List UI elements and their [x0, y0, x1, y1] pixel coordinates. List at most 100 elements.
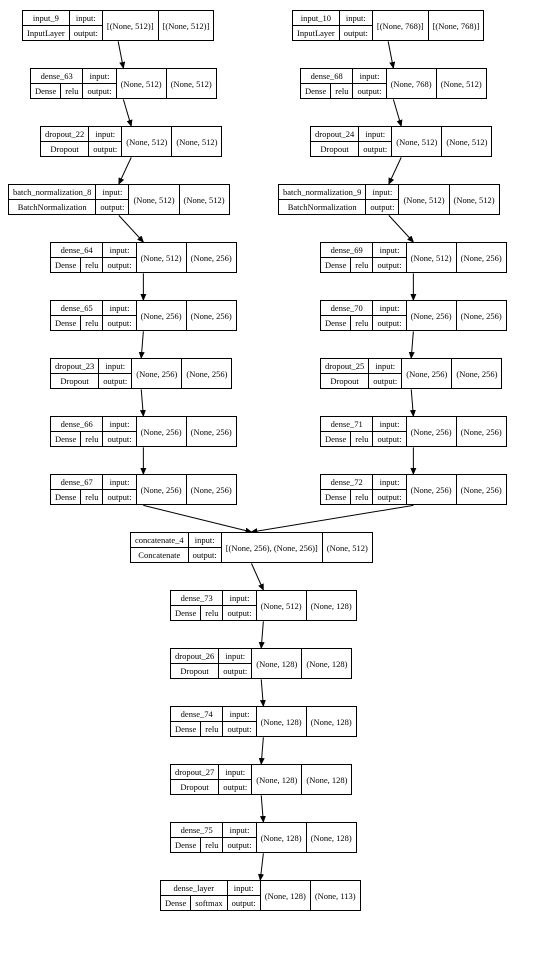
edge	[119, 157, 131, 184]
io-input-label: input:	[83, 69, 115, 84]
input-shape: (None, 256)	[407, 475, 457, 504]
layer-name: dense_65	[51, 301, 102, 316]
layer-name: dense_67	[51, 475, 102, 490]
layer-type: Dense	[51, 432, 81, 446]
io-output-label: output:	[189, 548, 221, 562]
io-output-label: output:	[353, 84, 385, 98]
layer-type: Dense	[161, 896, 191, 910]
io-input-label: input:	[228, 881, 260, 896]
layer-node-dropout_27: dropout_27Dropoutinput:output:(None, 128…	[170, 764, 352, 795]
layer-name: dense_72	[321, 475, 372, 490]
io-output-label: output:	[219, 780, 251, 794]
edge	[123, 99, 131, 126]
output-shape: (None, 512)	[437, 69, 486, 98]
output-shape: (None, 256)	[187, 475, 236, 504]
layer-activation: relu	[351, 432, 372, 446]
output-shape: (None, 512)	[180, 185, 229, 214]
input-shape: (None, 512)	[257, 591, 307, 620]
io-input-label: input:	[103, 475, 135, 490]
layer-activation: relu	[81, 258, 102, 272]
input-shape: (None, 768)	[387, 69, 437, 98]
edge	[389, 215, 414, 242]
io-output-label: output:	[373, 432, 405, 446]
layer-type: Dense	[321, 490, 351, 504]
layer-type: Dropout	[171, 780, 218, 794]
input-shape: (None, 512)	[392, 127, 442, 156]
input-shape: (None, 512)	[407, 243, 457, 272]
edge	[141, 389, 143, 416]
layer-node-concat_4: concatenate_4Concatenateinput:output:[(N…	[130, 532, 373, 563]
layer-node-dense_75: dense_75Densereluinput:output:(None, 128…	[170, 822, 357, 853]
output-shape: (None, 512)	[167, 69, 216, 98]
output-shape: (None, 512)	[172, 127, 221, 156]
io-output-label: output:	[103, 316, 135, 330]
layer-type: Dropout	[41, 142, 88, 156]
io-output-label: output:	[99, 374, 131, 388]
layer-activation: relu	[201, 722, 222, 736]
edge	[141, 331, 143, 358]
layer-type: Dense	[301, 84, 331, 98]
io-output-label: output:	[103, 432, 135, 446]
layer-node-dropout_22: dropout_22Dropoutinput:output:(None, 512…	[40, 126, 222, 157]
layer-name: dropout_26	[171, 649, 218, 664]
output-shape: (None, 256)	[182, 359, 231, 388]
input-shape: (None, 256)	[137, 475, 187, 504]
output-shape: (None, 256)	[452, 359, 501, 388]
edge	[251, 505, 413, 532]
output-shape: (None, 512)	[450, 185, 499, 214]
edge	[261, 621, 263, 648]
io-input-label: input:	[189, 533, 221, 548]
layer-type: Dropout	[311, 142, 358, 156]
input-shape: (None, 256)	[402, 359, 452, 388]
layer-type: Dense	[171, 722, 201, 736]
layer-type: Dense	[321, 432, 351, 446]
io-output-label: output:	[96, 200, 128, 214]
io-input-label: input:	[366, 185, 398, 200]
layer-type: InputLayer	[293, 26, 339, 40]
layer-activation: relu	[61, 84, 82, 98]
layer-name: dropout_24	[311, 127, 358, 142]
input-shape: (None, 256)	[137, 301, 187, 330]
layer-name: batch_normalization_9	[279, 185, 365, 200]
layer-node-dense_71: dense_71Densereluinput:output:(None, 256…	[320, 416, 507, 447]
layer-type: InputLayer	[23, 26, 69, 40]
layer-type: Dropout	[171, 664, 218, 678]
layer-type: BatchNormalization	[9, 200, 95, 214]
layer-name: input_9	[23, 11, 69, 26]
io-output-label: output:	[89, 142, 121, 156]
edge	[118, 41, 123, 68]
input-shape: (None, 128)	[257, 823, 307, 852]
edge	[143, 505, 251, 532]
input-shape: [(None, 768)]	[373, 11, 429, 40]
output-shape: (None, 113)	[311, 881, 360, 910]
io-input-label: input:	[70, 11, 102, 26]
output-shape: (None, 256)	[457, 475, 506, 504]
layer-node-dropout_25: dropout_25Dropoutinput:output:(None, 256…	[320, 358, 502, 389]
layer-name: dropout_27	[171, 765, 218, 780]
io-input-label: input:	[373, 417, 405, 432]
layer-name: dense_71	[321, 417, 372, 432]
layer-type: Dense	[171, 838, 201, 852]
io-output-label: output:	[103, 490, 135, 504]
layer-node-dense_70: dense_70Densereluinput:output:(None, 256…	[320, 300, 507, 331]
input-shape: (None, 256)	[137, 417, 187, 446]
output-shape: (None, 128)	[302, 765, 351, 794]
output-shape: (None, 128)	[307, 707, 356, 736]
edge	[260, 853, 263, 880]
layer-node-input_9: input_9InputLayerinput:output:[(None, 51…	[22, 10, 214, 41]
io-output-label: output:	[83, 84, 115, 98]
io-output-label: output:	[70, 26, 102, 40]
input-shape: [(None, 512)]	[103, 11, 159, 40]
io-input-label: input:	[103, 417, 135, 432]
io-input-label: input:	[96, 185, 128, 200]
layer-name: dense_63	[31, 69, 82, 84]
io-input-label: input:	[89, 127, 121, 142]
io-input-label: input:	[103, 243, 135, 258]
input-shape: (None, 128)	[261, 881, 311, 910]
layer-name: dense_66	[51, 417, 102, 432]
layer-node-dense_72: dense_72Densereluinput:output:(None, 256…	[320, 474, 507, 505]
layer-name: dense_69	[321, 243, 372, 258]
io-input-label: input:	[223, 707, 255, 722]
output-shape: [(None, 768)]	[429, 11, 484, 40]
io-input-label: input:	[353, 69, 385, 84]
